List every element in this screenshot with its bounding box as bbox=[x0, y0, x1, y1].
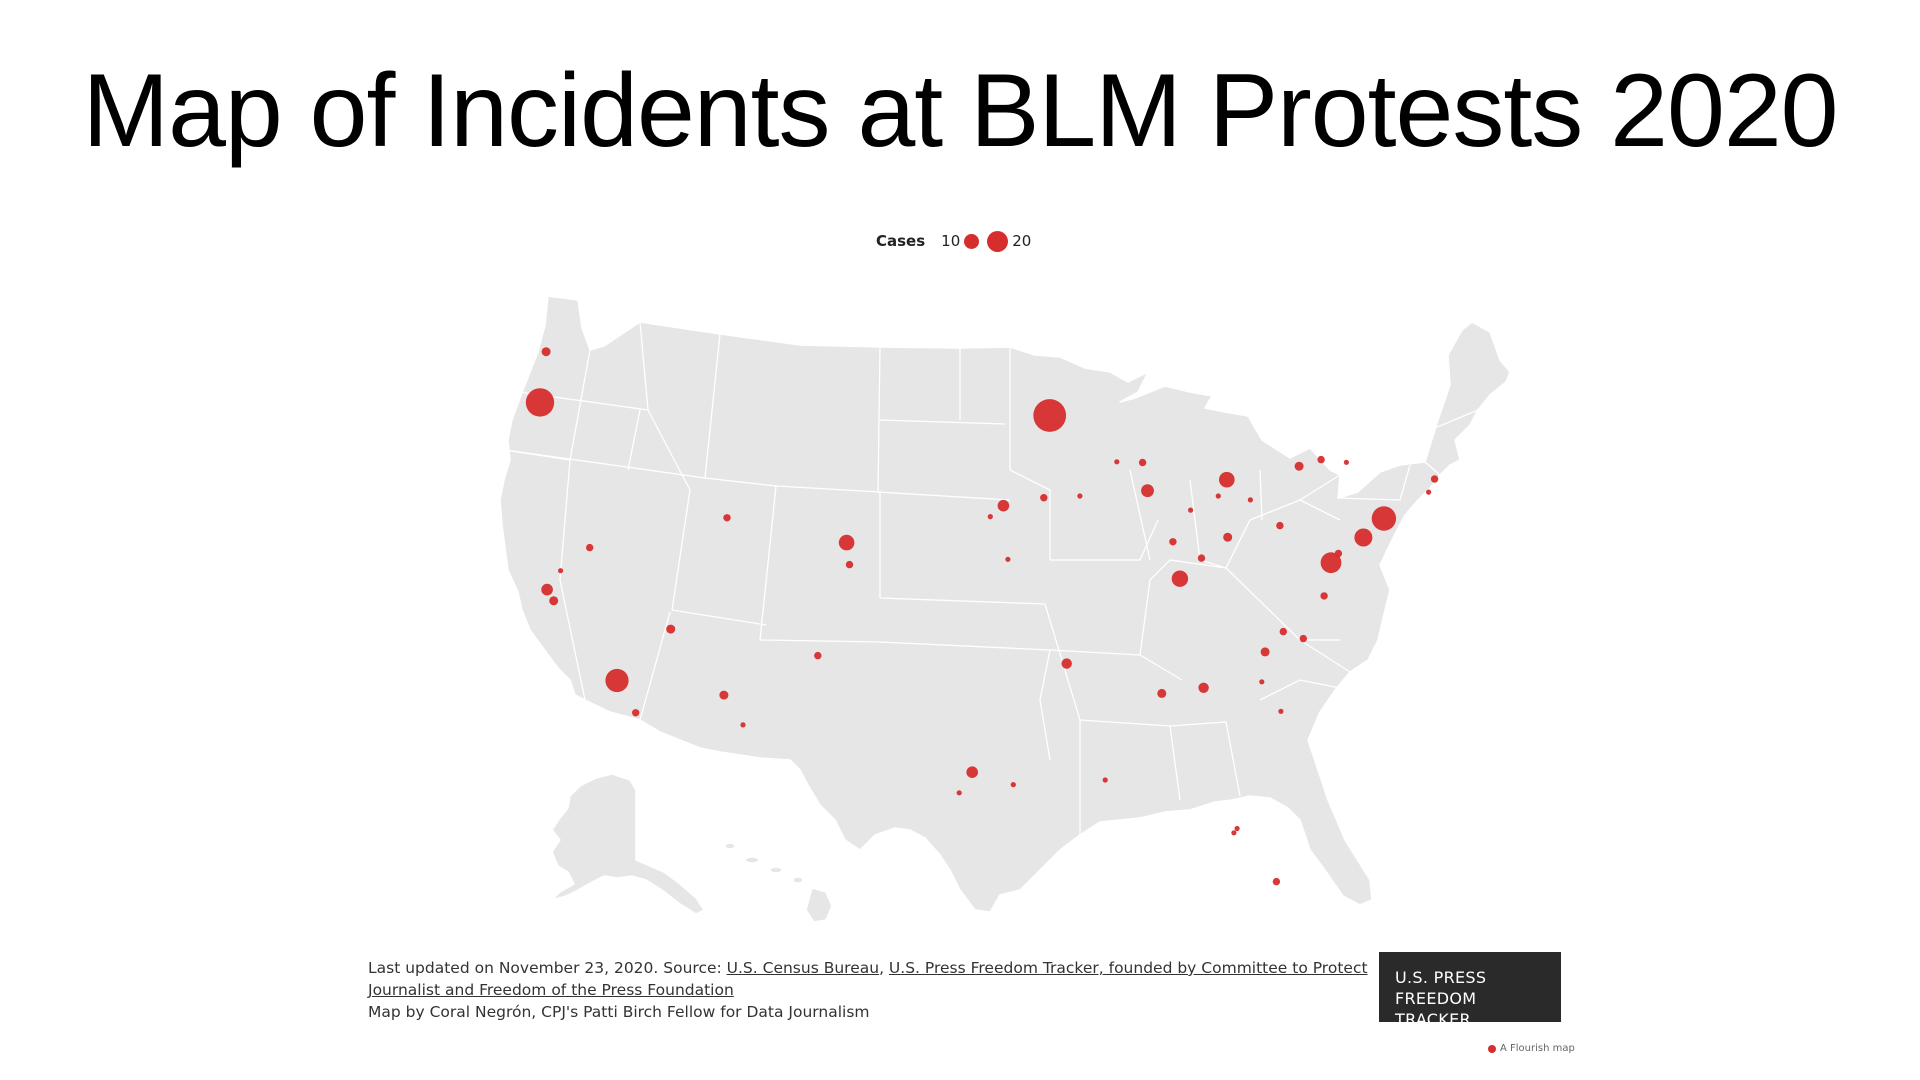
logo-line-2: FREEDOM TRACKER bbox=[1395, 989, 1477, 1029]
incident-marker[interactable] bbox=[1114, 459, 1120, 465]
incident-marker[interactable] bbox=[1279, 627, 1288, 636]
incident-marker[interactable] bbox=[719, 690, 729, 700]
footer-separator: , bbox=[879, 959, 889, 977]
incident-markers bbox=[525, 347, 1439, 886]
incident-marker[interactable] bbox=[541, 347, 551, 357]
incident-marker[interactable] bbox=[1197, 554, 1206, 562]
incident-marker[interactable] bbox=[1272, 877, 1281, 886]
incident-marker[interactable] bbox=[666, 624, 676, 634]
incident-marker[interactable] bbox=[1278, 708, 1284, 714]
incident-marker[interactable] bbox=[1231, 830, 1237, 836]
footer-credits: Last updated on November 23, 2020. Sourc… bbox=[368, 957, 1368, 1023]
incident-marker[interactable] bbox=[586, 543, 594, 552]
incident-marker[interactable] bbox=[1005, 556, 1011, 562]
incident-marker[interactable] bbox=[1334, 549, 1343, 558]
alaska-shape bbox=[551, 773, 705, 915]
incident-marker[interactable] bbox=[549, 596, 559, 606]
legend-small-dot bbox=[964, 233, 980, 249]
incident-marker[interactable] bbox=[1260, 647, 1270, 657]
incident-marker[interactable] bbox=[1354, 528, 1373, 547]
footer-author-line: Map by Coral Negrón, CPJ's Patti Birch F… bbox=[368, 1003, 870, 1021]
hawaii-island-5 bbox=[805, 887, 833, 923]
incident-marker[interactable] bbox=[1171, 570, 1189, 587]
incident-marker[interactable] bbox=[1138, 458, 1147, 467]
page-title: Map of Incidents at BLM Protests 2020 bbox=[82, 53, 1838, 169]
incident-marker[interactable] bbox=[814, 651, 822, 660]
incident-marker[interactable] bbox=[1010, 782, 1016, 788]
incident-marker[interactable] bbox=[1430, 475, 1439, 483]
incident-marker[interactable] bbox=[1234, 825, 1240, 832]
incident-marker[interactable] bbox=[1102, 777, 1108, 783]
incident-marker[interactable] bbox=[1141, 484, 1154, 498]
incident-marker[interactable] bbox=[845, 560, 854, 569]
incident-marker[interactable] bbox=[1320, 592, 1328, 600]
incident-marker[interactable] bbox=[1320, 552, 1342, 574]
size-legend: Cases 10 20 bbox=[876, 226, 1031, 256]
incident-marker[interactable] bbox=[966, 766, 978, 778]
press-freedom-tracker-link[interactable]: U.S. Press Freedom Tracker, founded by C… bbox=[368, 959, 1368, 999]
contiguous-us-shape bbox=[499, 295, 1511, 913]
incident-marker[interactable] bbox=[956, 790, 962, 796]
incident-marker[interactable] bbox=[1215, 493, 1221, 499]
incident-marker[interactable] bbox=[1371, 506, 1397, 531]
incident-marker[interactable] bbox=[1317, 455, 1325, 464]
legend-small-value: 10 bbox=[941, 232, 961, 250]
press-freedom-tracker-logo[interactable]: U.S. PRESS FREEDOM TRACKER bbox=[1379, 952, 1561, 1029]
land-layer bbox=[499, 295, 1511, 923]
incident-marker[interactable] bbox=[1157, 688, 1167, 698]
hawaii-island-1 bbox=[724, 842, 736, 850]
incident-marker[interactable] bbox=[1198, 682, 1209, 693]
hawaii-island-3 bbox=[769, 866, 783, 874]
legend-label: Cases bbox=[876, 232, 926, 250]
incident-marker[interactable] bbox=[1223, 532, 1233, 542]
legend-large-value: 20 bbox=[1012, 232, 1032, 250]
incident-marker[interactable] bbox=[632, 709, 640, 717]
logo-line-1: U.S. PRESS bbox=[1395, 968, 1487, 987]
flourish-logo-icon bbox=[1488, 1044, 1496, 1053]
incident-marker[interactable] bbox=[1169, 538, 1177, 546]
incident-marker[interactable] bbox=[1299, 634, 1308, 643]
incident-marker[interactable] bbox=[558, 568, 564, 574]
incident-marker[interactable] bbox=[1061, 658, 1072, 669]
flourish-credit-text: A Flourish map bbox=[1500, 1043, 1575, 1054]
census-link[interactable]: U.S. Census Bureau bbox=[726, 959, 880, 977]
incident-marker[interactable] bbox=[723, 514, 731, 522]
incident-marker[interactable] bbox=[1294, 461, 1304, 471]
hawaii-island-2 bbox=[744, 856, 760, 864]
incident-marker[interactable] bbox=[605, 668, 629, 693]
incident-marker[interactable] bbox=[1426, 489, 1432, 495]
state-borders bbox=[504, 321, 1479, 835]
incident-marker[interactable] bbox=[1077, 493, 1083, 499]
incident-marker[interactable] bbox=[987, 514, 993, 520]
incident-marker[interactable] bbox=[1219, 471, 1235, 488]
flourish-credit[interactable]: A Flourish map bbox=[1488, 1043, 1575, 1054]
footer-source-line: Last updated on November 23, 2020. Sourc… bbox=[368, 957, 1368, 1001]
incident-marker[interactable] bbox=[1343, 459, 1349, 465]
incident-marker[interactable] bbox=[1247, 497, 1253, 503]
incident-marker[interactable] bbox=[838, 534, 855, 551]
incident-marker[interactable] bbox=[1040, 494, 1048, 502]
incident-marker[interactable] bbox=[525, 388, 555, 417]
incident-marker[interactable] bbox=[997, 499, 1010, 512]
incident-marker[interactable] bbox=[740, 722, 746, 728]
legend-large-dot bbox=[987, 230, 1009, 252]
footer-updated-text: Last updated on November 23, 2020. Sourc… bbox=[368, 959, 727, 977]
incident-marker[interactable] bbox=[1259, 679, 1265, 685]
incident-marker[interactable] bbox=[1188, 507, 1194, 513]
incident-marker[interactable] bbox=[1276, 521, 1284, 530]
hawaii-island-4 bbox=[792, 876, 804, 884]
incident-marker[interactable] bbox=[541, 583, 553, 596]
incident-marker[interactable] bbox=[1033, 399, 1067, 432]
